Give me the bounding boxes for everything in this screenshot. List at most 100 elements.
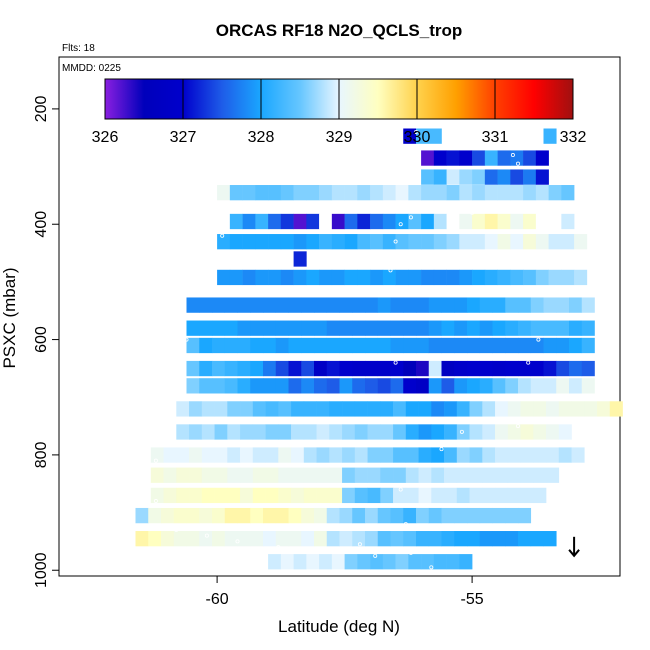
- heatmap-cell: [344, 213, 358, 230]
- heatmap-cell: [492, 378, 506, 394]
- track-point: [500, 135, 505, 140]
- heatmap-cell: [367, 424, 381, 440]
- track-point: [398, 135, 403, 140]
- heatmap-cell: [255, 185, 269, 201]
- heatmap-cell: [186, 360, 200, 377]
- heatmap-cell: [454, 337, 468, 354]
- heatmap-cell: [416, 378, 430, 394]
- heatmap-cell: [454, 297, 468, 313]
- heatmap-cell: [523, 169, 537, 185]
- heatmap-cell: [288, 531, 302, 547]
- heatmap-cell: [533, 487, 547, 504]
- heatmap-cell: [339, 531, 353, 547]
- heatmap-cell: [548, 234, 562, 250]
- heatmap-cell: [365, 337, 379, 354]
- heatmap-cell: [416, 320, 430, 336]
- heatmap-cell: [492, 360, 506, 377]
- heatmap-cell: [472, 150, 486, 166]
- heatmap-cell: [497, 185, 511, 201]
- heatmap-cell: [263, 378, 277, 394]
- heatmap-cell: [403, 320, 417, 336]
- heatmap-cell: [548, 269, 562, 286]
- heatmap-cell: [479, 531, 493, 547]
- track-point: [184, 337, 189, 342]
- heatmap-cell: [306, 234, 320, 250]
- heatmap-cell: [189, 447, 203, 463]
- heatmap-cell: [530, 297, 544, 313]
- heatmap-cell: [342, 487, 356, 504]
- heatmap-cell: [367, 447, 381, 463]
- heatmap-cell: [454, 507, 468, 524]
- heatmap-cell: [546, 447, 560, 463]
- heatmap-cell: [316, 401, 330, 417]
- heatmap-cell: [242, 185, 256, 201]
- heatmap-cell: [482, 424, 496, 440]
- heatmap-cell: [581, 378, 595, 394]
- heatmap-cell: [472, 269, 486, 286]
- heatmap-cell: [150, 487, 164, 504]
- heatmap-cell: [303, 401, 317, 417]
- heatmap-cell: [472, 213, 486, 230]
- heatmap-cell: [199, 297, 213, 313]
- heatmap-cell: [484, 185, 498, 201]
- heatmap-cell: [301, 297, 315, 313]
- heatmap-cell: [314, 337, 328, 354]
- heatmap-cell: [250, 360, 264, 377]
- heatmap-cell: [339, 378, 353, 394]
- heatmap-cell: [161, 531, 175, 547]
- heatmap-cell: [252, 401, 266, 417]
- heatmap-cell: [288, 337, 302, 354]
- heatmap-cell: [148, 507, 162, 524]
- heatmap-cell: [240, 401, 254, 417]
- heatmap-cell: [329, 401, 343, 417]
- heatmap-cell: [505, 531, 519, 547]
- heatmap-cell: [482, 467, 496, 483]
- heatmap-cell: [275, 337, 289, 354]
- colorbar-tick-label: 332: [560, 129, 587, 146]
- heatmap-cell: [510, 185, 524, 201]
- heatmap-cell: [201, 467, 215, 483]
- heatmap-cell: [237, 320, 251, 336]
- track-point: [220, 233, 225, 238]
- heatmap-cell: [352, 297, 366, 313]
- heatmap-cell: [331, 269, 345, 286]
- heatmap-cell: [390, 337, 404, 354]
- heatmap-cell: [268, 554, 282, 570]
- heatmap-cell: [546, 401, 560, 417]
- heatmap-cell: [456, 467, 470, 483]
- heatmap-cell: [365, 531, 379, 547]
- heatmap-cell: [293, 213, 307, 230]
- track-point: [393, 360, 398, 365]
- heatmap-cell: [405, 401, 419, 417]
- heatmap-cell: [357, 554, 371, 570]
- heatmap-cell: [395, 213, 409, 230]
- heatmap-cell: [291, 447, 305, 463]
- track-point: [470, 210, 475, 215]
- heatmap-cell: [377, 360, 391, 377]
- heatmap-cell: [459, 213, 473, 230]
- heatmap-cell: [255, 213, 269, 230]
- heatmap-cell: [326, 507, 340, 524]
- heatmap-cell: [505, 378, 519, 394]
- heatmap-cell: [357, 213, 371, 230]
- heatmap-cell: [237, 507, 251, 524]
- heatmap-cell: [214, 487, 228, 504]
- heatmap-cell: [326, 320, 340, 336]
- heatmap-cell: [574, 234, 588, 250]
- heatmap-cell: [518, 297, 532, 313]
- heatmap-cell: [365, 378, 379, 394]
- heatmap-cell: [428, 128, 442, 144]
- heatmap-cell: [186, 531, 200, 547]
- heatmap-cell: [472, 169, 486, 185]
- heatmap-cell: [546, 424, 560, 440]
- track-point: [516, 161, 521, 166]
- heatmap-cell: [459, 269, 473, 286]
- heatmap-cell: [227, 487, 241, 504]
- heatmap-cell: [492, 337, 506, 354]
- heatmap-cell: [306, 213, 320, 230]
- heatmap-cell: [597, 401, 611, 417]
- heatmap-cell: [393, 447, 407, 463]
- track-point: [408, 550, 413, 555]
- heatmap-cell: [217, 213, 231, 230]
- heatmap-cell: [186, 320, 200, 336]
